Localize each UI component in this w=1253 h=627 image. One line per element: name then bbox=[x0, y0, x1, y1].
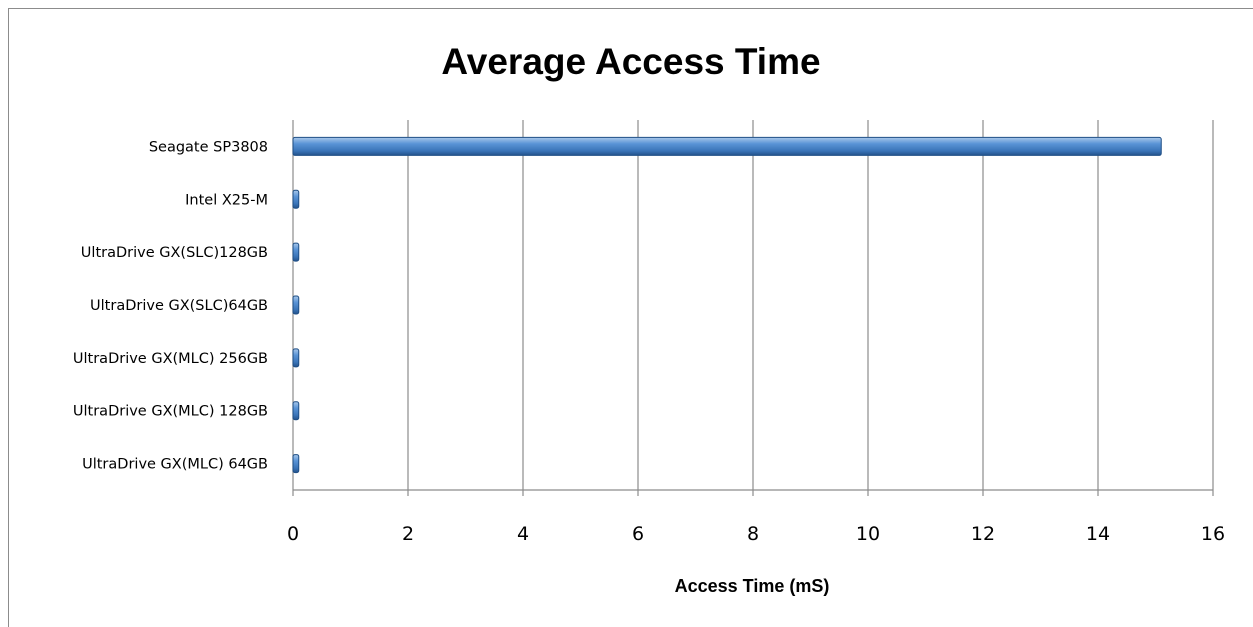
category-label: Intel X25-M bbox=[185, 192, 268, 208]
x-axis-label: Access Time (mS) bbox=[675, 576, 830, 596]
bar bbox=[292, 295, 300, 315]
x-tick-label: 0 bbox=[287, 523, 299, 545]
x-tick-label: 12 bbox=[971, 523, 995, 545]
bar bbox=[292, 136, 1162, 156]
chart-frame bbox=[8, 8, 1253, 627]
category-label: UltraDrive GX(MLC) 64GB bbox=[82, 457, 268, 473]
x-tick-label: 2 bbox=[402, 523, 414, 545]
x-tick-label: 4 bbox=[517, 523, 529, 545]
bar bbox=[292, 401, 300, 421]
category-label: UltraDrive GX(SLC)128GB bbox=[81, 245, 268, 261]
x-tick-label: 8 bbox=[747, 523, 759, 545]
bar bbox=[292, 189, 300, 209]
category-label: UltraDrive GX(MLC) 128GB bbox=[73, 404, 268, 420]
bar bbox=[292, 348, 300, 368]
x-tick-labels: 0 2 4 6 8 10 12 14 16 bbox=[287, 523, 1225, 545]
category-labels: Seagate SP3808 Intel X25-M UltraDrive GX(S… bbox=[73, 139, 268, 472]
bar bbox=[292, 242, 300, 262]
category-label: UltraDrive GX(MLC) 256GB bbox=[73, 351, 268, 367]
bars bbox=[292, 136, 1162, 474]
x-tick-label: 10 bbox=[856, 523, 880, 545]
x-tick-label: 6 bbox=[632, 523, 644, 545]
x-tick-label: 14 bbox=[1086, 523, 1110, 545]
x-tick-label: 16 bbox=[1201, 523, 1225, 545]
category-label: Seagate SP3808 bbox=[149, 139, 268, 155]
chart-title: Average Access Time bbox=[441, 41, 820, 82]
bar bbox=[292, 454, 300, 474]
gridlines bbox=[292, 120, 1214, 496]
category-label: UltraDrive GX(SLC)64GB bbox=[90, 298, 268, 314]
